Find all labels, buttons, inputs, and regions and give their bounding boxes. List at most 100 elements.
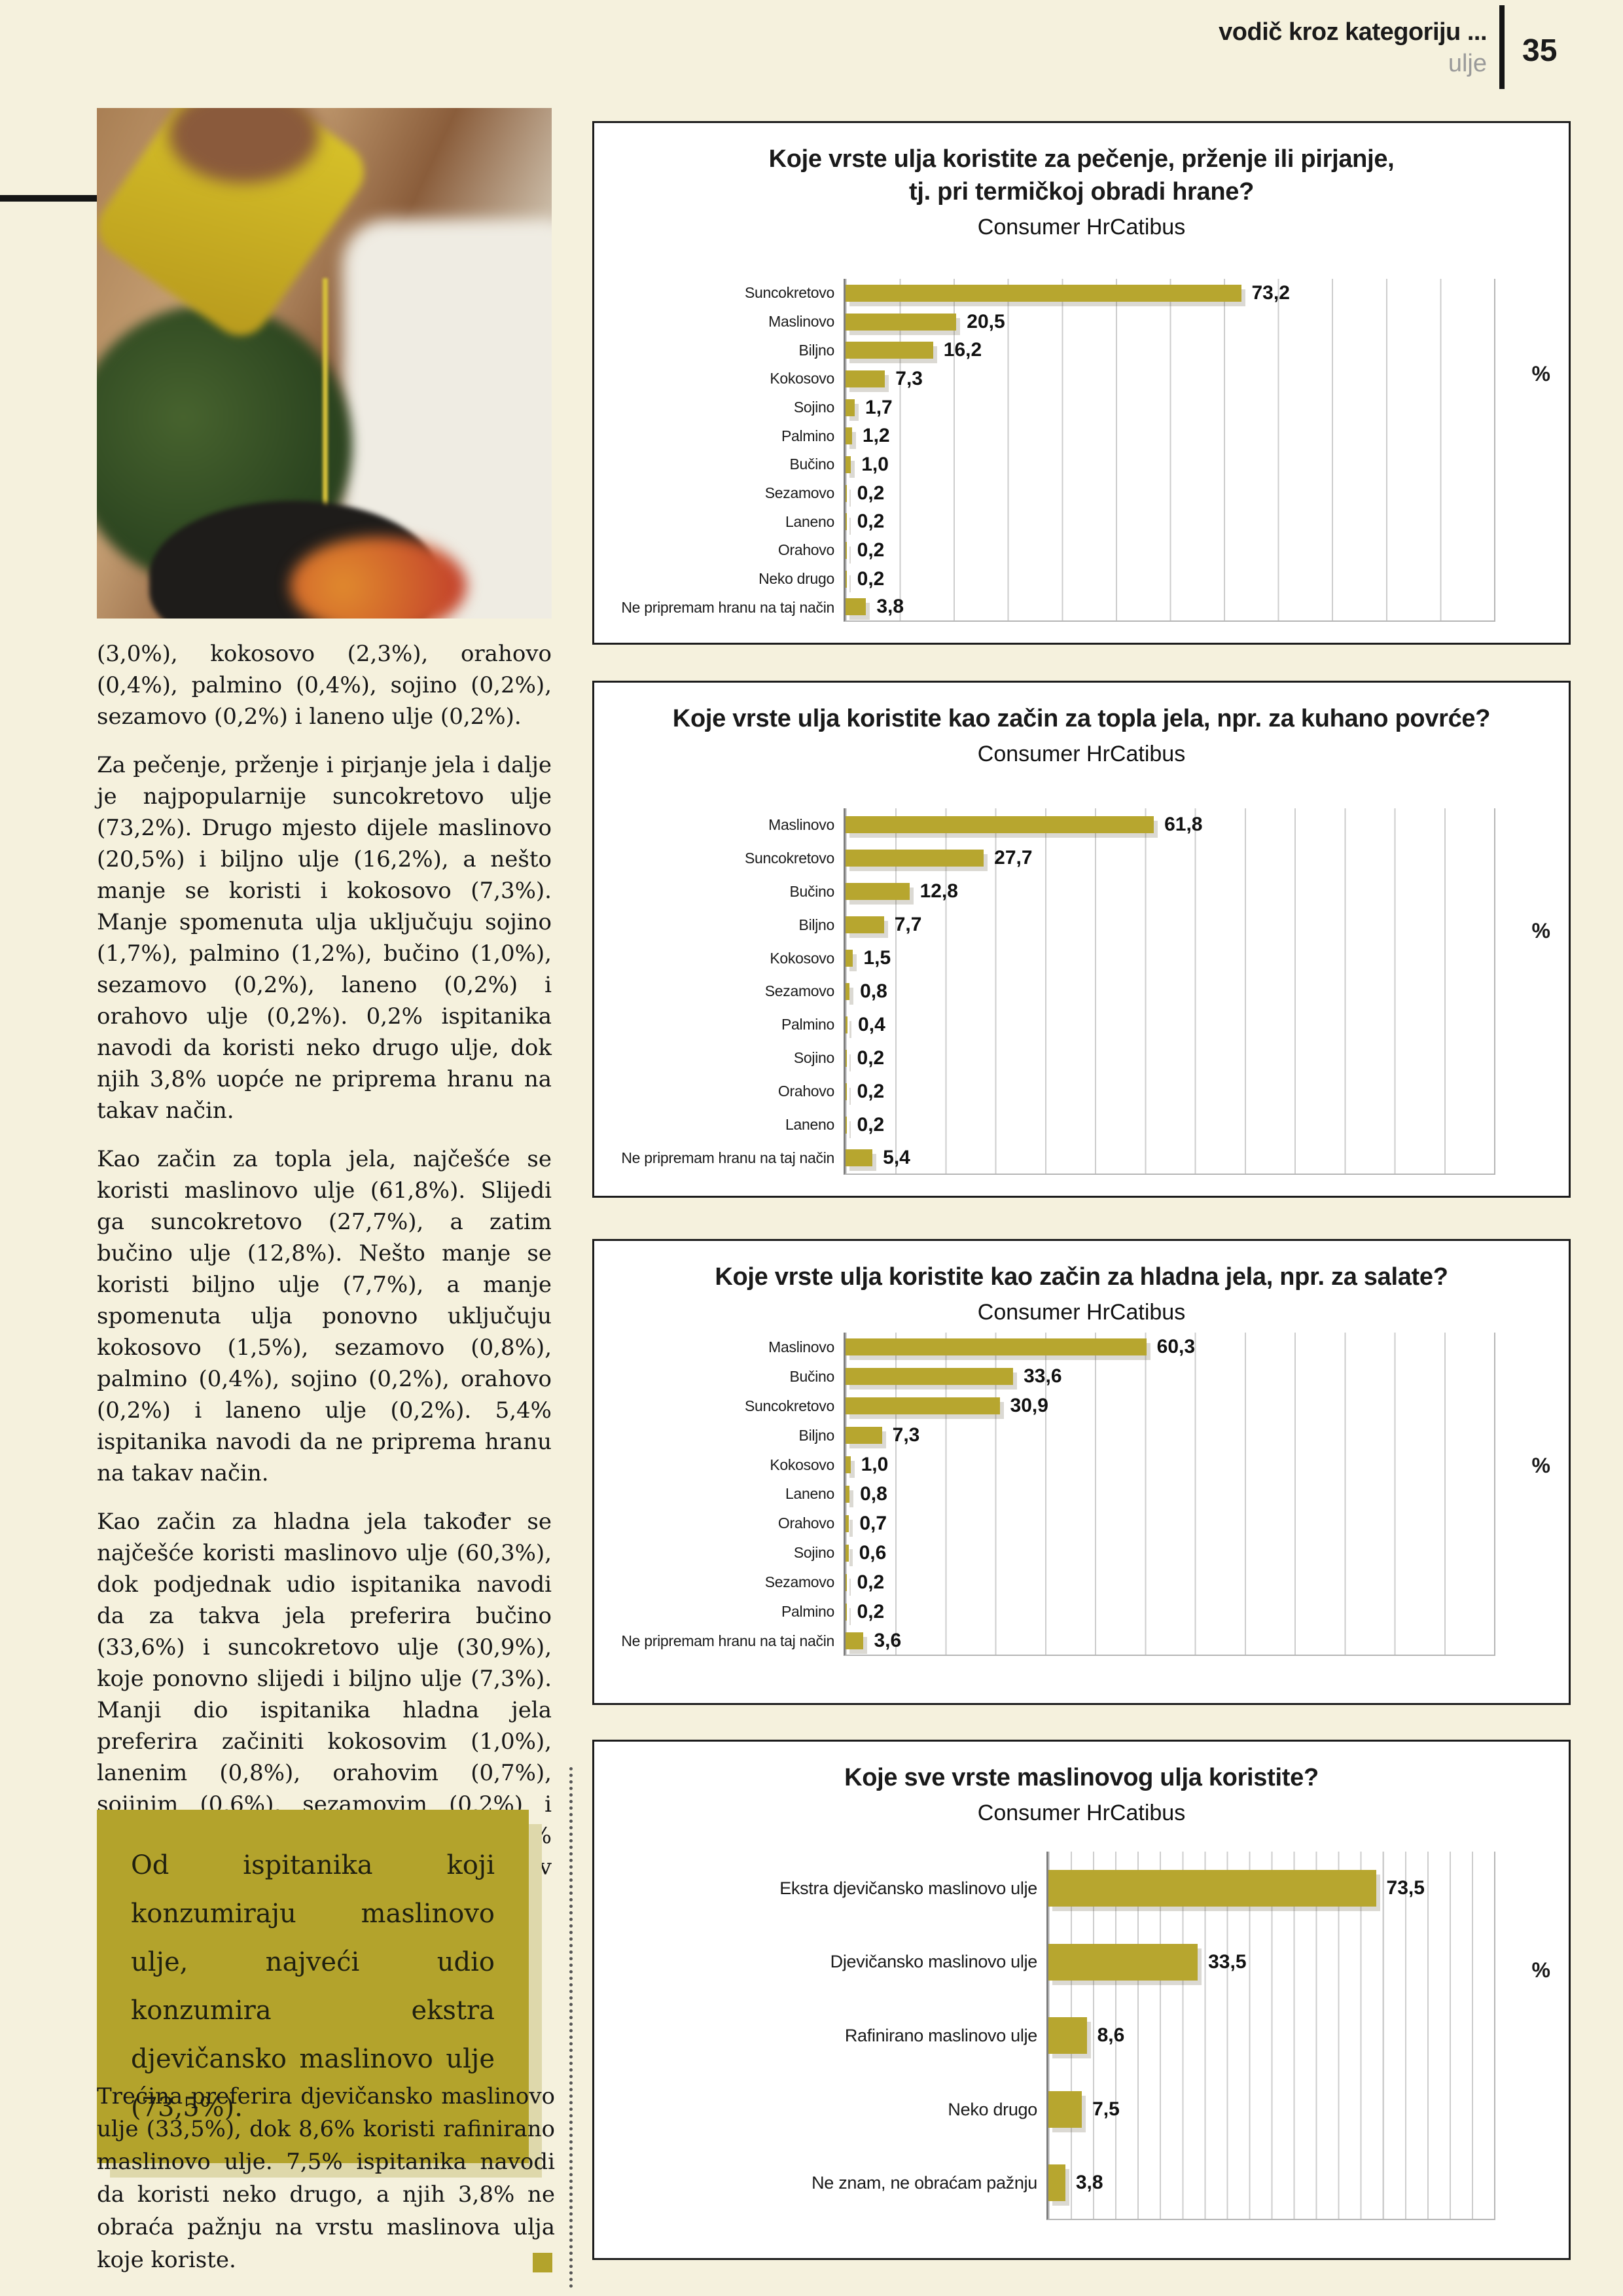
bar xyxy=(1048,2164,1065,2201)
category-label: Sojino xyxy=(793,1544,834,1562)
percent-axis-label: % xyxy=(1531,362,1550,386)
bar-area: 7,5 xyxy=(1046,2072,1495,2147)
chart-subtitle: Consumer HrCatibus xyxy=(977,215,1186,240)
category-label: Laneno xyxy=(785,1485,834,1503)
category-label: Biljno xyxy=(798,1426,835,1444)
chart-row: Palmino 0,2 xyxy=(609,1597,1495,1627)
bar-area: 3,8 xyxy=(844,593,1495,622)
bar-area: 1,5 xyxy=(844,941,1495,975)
value-label: 0,2 xyxy=(857,1113,885,1136)
category-label: Ne pripremam hranu na taj način xyxy=(621,598,834,616)
bar-area: 12,8 xyxy=(844,874,1495,908)
paragraph: (3,0%), kokosovo (2,3%), orahovo (0,4%),… xyxy=(97,641,552,730)
percent-axis-label: % xyxy=(1531,1453,1550,1477)
bar-area: 0,2 xyxy=(844,564,1495,594)
value-label: 1,5 xyxy=(863,947,891,969)
category-label: Ne pripremam hranu na taj način xyxy=(621,1149,834,1167)
bar xyxy=(846,456,851,473)
chart-row: Orahovo 0,7 xyxy=(609,1509,1495,1539)
category-label: Maslinovo xyxy=(768,1338,834,1355)
chart-row: Rafinirano maslinovo ulje 8,6 xyxy=(609,1999,1495,2073)
value-label: 0,2 xyxy=(857,539,885,561)
category-label: Bučino xyxy=(789,1367,834,1385)
chart-row: Palmino 1,2 xyxy=(609,422,1495,451)
value-label: 0,8 xyxy=(860,980,887,1002)
chart-row: Neko drugo 0,2 xyxy=(609,564,1495,594)
chart-row: Maslinovo 61,8 xyxy=(609,808,1495,842)
bar xyxy=(846,1368,1014,1386)
bar-area: 0,2 xyxy=(844,1568,1495,1598)
value-label: 0,8 xyxy=(860,1482,887,1505)
bar-area: 8,6 xyxy=(1046,1999,1495,2073)
chart-row: Maslinovo 60,3 xyxy=(609,1333,1495,1362)
section-title: vodič kroz kategoriju ... xyxy=(1219,18,1487,46)
bar-area: 0,4 xyxy=(844,1008,1495,1042)
chart-oils-warm-dishes: Koje vrste ulja koristite kao začin za t… xyxy=(592,681,1571,1198)
bar xyxy=(846,513,847,531)
chart-row: Bučino 1,0 xyxy=(609,450,1495,479)
category-label: Suncokretovo xyxy=(744,1397,834,1414)
value-label: 30,9 xyxy=(1010,1395,1048,1417)
percent-axis-label: % xyxy=(1531,1958,1550,1982)
bar-area: 1,0 xyxy=(844,1450,1495,1480)
value-label: 0,2 xyxy=(857,511,885,533)
column-separator-dotted xyxy=(569,1767,573,2288)
category-label: Rafinirano maslinovo ulje xyxy=(844,2025,1037,2045)
bar xyxy=(846,399,855,416)
bar xyxy=(846,1149,873,1166)
value-label: 73,5 xyxy=(1386,1877,1425,1899)
chart-row: Biljno 16,2 xyxy=(609,336,1495,365)
bar xyxy=(1048,2091,1082,2128)
chart-row: Sojino 0,2 xyxy=(609,1041,1495,1075)
chart-row: Ekstra djevičansko maslinovo ulje 73,5 xyxy=(609,1852,1495,1926)
bar xyxy=(846,883,910,901)
value-label: 61,8 xyxy=(1164,814,1203,836)
chart-row: Ne pripremam hranu na taj način 3,6 xyxy=(609,1626,1495,1656)
chart-title-line: Koje sve vrste maslinovog ulja koristite… xyxy=(844,1764,1319,1791)
chart-plot: Maslinovo 61,8 Suncokretovo 27,7 Bučino 12,8 B… xyxy=(609,808,1495,1175)
category-label: Ne pripremam hranu na taj način xyxy=(621,1632,834,1650)
bar-area: 33,6 xyxy=(844,1361,1495,1391)
article-body: (3,0%), kokosovo (2,3%), orahovo (0,4%),… xyxy=(97,638,552,1931)
bar-area: 1,0 xyxy=(844,450,1495,479)
bar-area: 5,4 xyxy=(844,1141,1495,1175)
chart-subtitle: Consumer HrCatibus xyxy=(977,1300,1186,1325)
chart-title: Koje vrste ulja koristite kao začin za h… xyxy=(594,1261,1569,1293)
bar xyxy=(846,427,852,445)
bar-area: 27,7 xyxy=(844,841,1495,875)
category-label: Kokosovo xyxy=(770,949,834,967)
category-label: Sojino xyxy=(793,399,834,416)
chart-row: Kokosovo 1,0 xyxy=(609,1450,1495,1480)
value-label: 0,2 xyxy=(857,1600,885,1623)
chart-row: Orahovo 0,2 xyxy=(609,1075,1495,1109)
bar-area: 16,2 xyxy=(844,336,1495,365)
value-label: 0,2 xyxy=(857,1571,885,1593)
chart-row: Ne znam, ne obraćam pažnju 3,8 xyxy=(609,2146,1495,2220)
category-label: Neko drugo xyxy=(758,570,834,588)
bar xyxy=(846,313,957,331)
value-label: 0,6 xyxy=(859,1541,887,1564)
bar-area: 0,2 xyxy=(844,507,1495,537)
chart-row: Laneno 0,8 xyxy=(609,1479,1495,1509)
chart-oils-cold-dishes: Koje vrste ulja koristite kao začin za h… xyxy=(592,1239,1571,1705)
bar-area: 0,2 xyxy=(844,1075,1495,1109)
bar xyxy=(846,370,885,387)
value-label: 16,2 xyxy=(943,339,982,361)
section-subtitle: ulje xyxy=(1448,49,1487,77)
chart-row: Laneno 0,2 xyxy=(609,1108,1495,1142)
bar-area: 0,2 xyxy=(844,1597,1495,1627)
bar xyxy=(846,982,850,1000)
category-label: Biljno xyxy=(798,916,835,933)
value-label: 7,3 xyxy=(895,367,923,389)
bar xyxy=(846,484,847,502)
bar xyxy=(846,284,1241,302)
bar xyxy=(846,1049,847,1067)
bar-area: 1,7 xyxy=(844,393,1495,422)
paragraph: Za pečenje, prženje i pirjanje jela i da… xyxy=(97,752,552,1124)
bar xyxy=(1048,1870,1376,1907)
chart-row: Sojino 0,6 xyxy=(609,1538,1495,1568)
category-label: Palmino xyxy=(781,427,834,444)
value-label: 1,0 xyxy=(861,453,889,475)
bar-area: 73,5 xyxy=(1046,1852,1495,1926)
bar-area: 7,7 xyxy=(844,908,1495,942)
